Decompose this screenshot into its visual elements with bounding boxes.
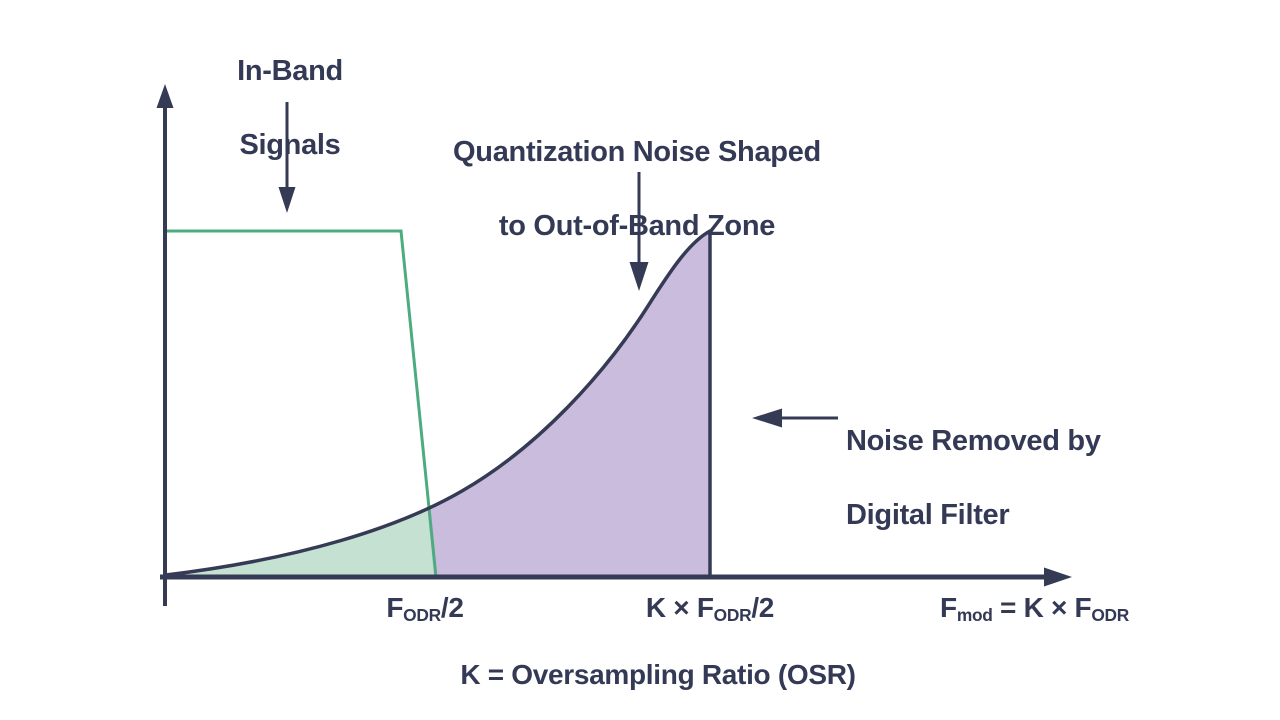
noise-removed-line2: Digital Filter (846, 499, 1010, 531)
in-band-signals-line2: Signals (239, 129, 341, 161)
in-band-down-arrowhead-icon (278, 187, 296, 213)
osr-caption: K = Oversampling Ratio (OSR) (460, 659, 856, 690)
shaped-noise-curve (165, 229, 712, 577)
x-axis-arrow-icon (1044, 567, 1072, 587)
noise-removed-line1: Noise Removed by (846, 425, 1101, 457)
in-band-signals-line1: In-Band (237, 55, 343, 87)
shaped-noise-area (166, 231, 710, 577)
x-tick-fodr-over-2: FODR/2 (386, 592, 464, 626)
x-tick-fmod: Fmod = K × FODR (940, 592, 1129, 626)
quant-noise-down-arrowhead-icon (629, 262, 649, 291)
y-axis-arrow-icon (156, 84, 174, 108)
quantization-noise-line1: Quantization Noise Shaped (453, 136, 821, 168)
quantization-noise-label: Quantization Noise Shaped to Out-of-Band… (387, 97, 887, 282)
in-band-signals-label: In-Band Signals (180, 16, 400, 201)
x-tick-k-fodr-over-2: K × FODR/2 (645, 592, 775, 626)
inband-signal-outline (167, 229, 438, 578)
quantization-noise-line2: to Out-of-Band Zone (498, 210, 776, 242)
noise-removed-left-arrowhead-icon (752, 408, 782, 428)
noise-removed-label: Noise Removed by Digital Filter (846, 386, 1166, 571)
